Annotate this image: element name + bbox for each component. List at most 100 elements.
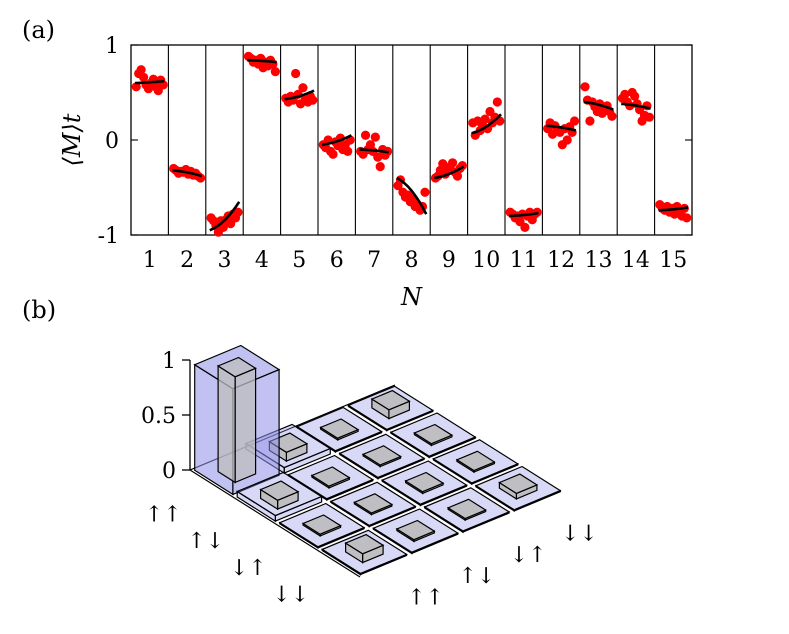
data-point [492, 97, 502, 107]
data-point [233, 207, 243, 217]
y-axis-label: ⟨M⟩t [58, 113, 86, 166]
fit-curve [209, 201, 241, 232]
y-tick-label: 1 [105, 34, 119, 59]
z-tick-label: 1 [162, 349, 176, 374]
x-tick-label: 8 [405, 248, 419, 273]
data-point [682, 213, 692, 223]
row-label: ↑↓ [187, 529, 224, 554]
data-point [131, 82, 141, 92]
data-point [585, 116, 595, 126]
ideal-bar-top [395, 519, 436, 541]
fit-curve [247, 58, 277, 64]
fit-curve [135, 79, 165, 85]
data-point [328, 149, 338, 159]
ideal-bar [446, 498, 487, 522]
ideal-bar-top [301, 514, 342, 535]
x-tick-label: 13 [585, 248, 613, 273]
data-point [370, 132, 380, 142]
ideal-bar-top [310, 466, 351, 487]
data-point [373, 152, 383, 162]
ideal-bar-top [259, 480, 300, 501]
z-tick-label: 0.5 [141, 404, 176, 429]
ideal-bar-top [404, 471, 445, 493]
data-point [452, 171, 463, 181]
ideal-bar [404, 471, 445, 495]
ideal-bar [413, 423, 454, 447]
data-point [360, 130, 371, 140]
ideal-bar [310, 466, 351, 489]
data-point [298, 83, 308, 93]
ideal-bar-side [234, 367, 257, 484]
column-label: ↓↑ [510, 543, 547, 568]
data-point [607, 111, 617, 121]
data-point [569, 116, 580, 126]
ideal-bar [344, 533, 385, 564]
ideal-bar-top [216, 356, 257, 378]
ideal-bar [395, 519, 436, 543]
fit-curve [396, 176, 428, 215]
fit-curve [546, 124, 577, 132]
x-tick-label: 5 [292, 248, 306, 273]
x-tick-label: 12 [547, 248, 575, 273]
row-label: ↑↑ [145, 502, 182, 527]
fit-curve [583, 100, 614, 111]
fit-curve [621, 102, 651, 110]
x-tick-label: 3 [218, 248, 232, 273]
floor-edge [189, 469, 361, 578]
ideal-bar-top [361, 445, 402, 466]
data-point [580, 82, 590, 92]
data-point [420, 187, 430, 197]
ideal-bar-top [370, 389, 411, 411]
bar3d-plot-b: 10.50↑↑↑↓↓↑↓↓ ↑↑↑↓↓↑↓↓ [141, 344, 598, 610]
ideal-bar-top [319, 418, 360, 439]
z-tick-label: 0 [162, 459, 176, 484]
x-tick-label: 14 [622, 248, 650, 273]
x-tick-label: 15 [659, 248, 687, 273]
data-point [562, 135, 572, 145]
fit-curve [471, 113, 502, 135]
ideal-bar [216, 356, 257, 484]
data-point [644, 112, 654, 122]
fit-curve [359, 148, 389, 154]
scatter-plot-a: 10-1⟨M⟩t1 2 3 4 5 6 7 8 9 10 11 12 13 14 15N [58, 34, 693, 311]
column-label: ↑↓ [458, 564, 495, 589]
row-label: ↓↓ [272, 583, 309, 608]
column-label: ↓↓ [561, 522, 598, 547]
data-point [630, 91, 640, 101]
data-point [480, 114, 490, 124]
ideal-bar-front [217, 364, 236, 484]
fit-curve [508, 211, 539, 218]
ideal-bar-top [353, 493, 394, 514]
data-point [520, 222, 530, 232]
y-tick-label: -1 [98, 224, 119, 249]
ideal-bar-top [446, 498, 487, 520]
ideal-bar [353, 493, 394, 516]
panel-b-label: (b) [22, 296, 56, 324]
x-tick-label: 2 [180, 248, 194, 273]
ideal-bar [498, 473, 539, 500]
ideal-bar-top [455, 450, 496, 472]
y-tick-label: 0 [105, 129, 119, 154]
x-tick-label: 10 [472, 248, 500, 273]
ideal-bar-top [344, 533, 385, 555]
column-label: ↑↑ [407, 585, 444, 610]
ideal-bar [301, 514, 342, 537]
x-tick-label: 4 [255, 248, 269, 273]
data-point [620, 89, 630, 99]
data-point [447, 158, 458, 168]
ideal-bar-top [413, 423, 454, 445]
data-point [291, 68, 301, 79]
row-label: ↓↑ [230, 556, 267, 581]
data-point [343, 146, 353, 156]
fit-curve [321, 134, 352, 147]
ideal-bar [319, 418, 360, 441]
data-point [375, 162, 385, 172]
x-tick-label: 1 [143, 248, 157, 273]
ideal-bar [455, 450, 496, 474]
ideal-bar-top [498, 473, 539, 495]
fit-curve [434, 165, 465, 180]
ideal-bar [361, 445, 402, 468]
x-tick-label: 9 [442, 248, 456, 273]
ideal-bar [370, 389, 411, 420]
